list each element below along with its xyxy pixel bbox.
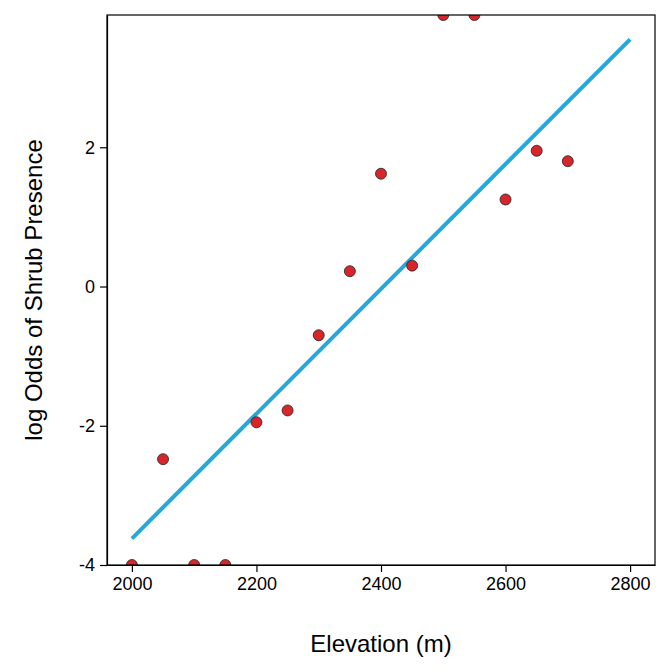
y-tick-mark (100, 286, 107, 287)
point (500, 194, 511, 205)
marks (126, 15, 630, 565)
x-tick: 2600 (486, 565, 526, 594)
x-tick-mark (505, 565, 506, 572)
x-tick-mark (256, 565, 257, 572)
point (562, 156, 573, 167)
plot-area: 2000 2200 2400 2600 2800 -4 -2 0 2 (79, 10, 656, 594)
plot-frame (107, 15, 655, 565)
y-tick: -4 (79, 555, 107, 575)
x-tick-mark (381, 565, 382, 572)
chart: 2000 2200 2400 2600 2800 -4 -2 0 2 Elevation (m) l… (0, 0, 672, 672)
point (313, 330, 324, 341)
y-tick: 0 (85, 277, 107, 297)
point (469, 15, 480, 21)
y-tick-label: 0 (85, 277, 95, 297)
y-tick: -2 (79, 416, 107, 436)
y-tick: 2 (85, 138, 107, 158)
x-tick-mark (132, 565, 133, 572)
point (189, 560, 200, 566)
y-tick-mark (100, 426, 107, 427)
y-axis: -4 -2 0 2 (79, 16, 108, 576)
point (344, 266, 355, 277)
x-tick-label: 2400 (361, 574, 401, 594)
x-tick-mark (630, 565, 631, 572)
y-axis-line (107, 16, 108, 566)
x-tick-label: 2600 (486, 574, 526, 594)
point (438, 15, 449, 21)
y-axis-title: log Odds of Shrub Presence (20, 139, 47, 441)
point (282, 405, 293, 416)
y-tick-mark (100, 147, 107, 148)
fit-line (132, 39, 630, 538)
x-tick-label: 2000 (112, 574, 152, 594)
point (407, 260, 418, 271)
point (251, 417, 262, 428)
y-tick-label: -2 (79, 416, 95, 436)
x-axis: 2000 2200 2400 2600 2800 (108, 565, 656, 594)
point (531, 145, 542, 156)
point (158, 454, 169, 465)
x-tick: 2400 (361, 565, 401, 594)
x-axis-title: Elevation (m) (310, 630, 451, 657)
point (376, 168, 387, 179)
x-tick: 2800 (611, 565, 651, 594)
x-tick: 2200 (237, 565, 277, 594)
y-tick-label: 2 (85, 138, 95, 158)
x-tick-label: 2800 (611, 574, 651, 594)
x-tick: 2000 (112, 565, 152, 594)
y-tick-label: -4 (79, 555, 95, 575)
point (220, 560, 231, 566)
x-tick-label: 2200 (237, 574, 277, 594)
y-tick-mark (100, 565, 107, 566)
point (126, 560, 137, 566)
